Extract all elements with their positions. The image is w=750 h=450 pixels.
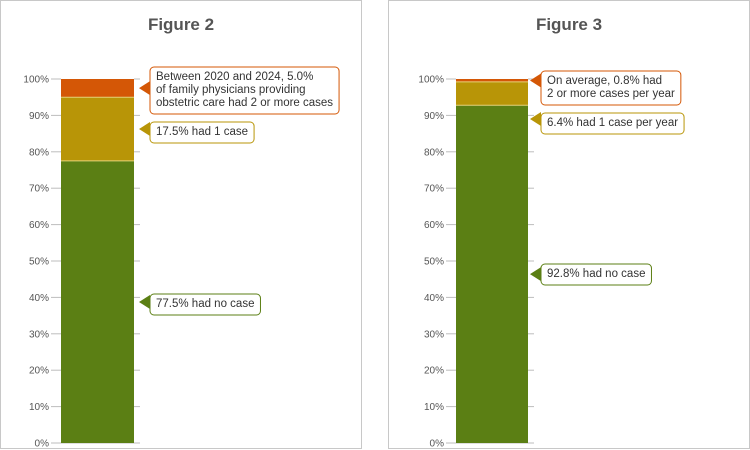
figure-3-panel: Figure 3 0% 10% 20% 30% 40% 50% 60% 70% 80% 90% 10… [388,0,750,449]
y-tick-label: 10% [424,402,444,413]
callout-box [540,70,682,106]
y-tick-label: 100% [418,75,444,86]
y-tick-label: 70% [424,184,444,195]
callout-pointer [530,112,541,126]
y-tick-label: 90% [424,111,444,122]
callout-pointer [530,73,541,88]
bar-segment [456,81,528,106]
y-tick-label: 50% [424,257,444,268]
callout-pointer [139,122,150,137]
callout-text: 17.5% had 1 case [156,126,248,138]
figure-2-panel: Figure 2 0% 10% 20% 30% 40% 50% 60% 70% 80% 90% 10… [0,0,362,449]
callout-text: 92.8% had no case [547,268,645,280]
bar-segment [456,79,528,82]
y-tick-label: 60% [29,220,49,231]
y-tick-label: 50% [29,257,49,268]
callout-text: 6.4% had 1 case per year [547,117,678,129]
callout-text: of family physicians providing [156,84,306,96]
figure-3-chart: 0% 10% 20% 30% 40% 50% 60% 70% 80% 90% 100% On aver… [418,70,685,449]
y-tick-label: 40% [29,293,49,304]
y-tick-label: 90% [29,111,49,122]
bar-segment [61,160,134,443]
y-tick-label: 80% [29,147,49,158]
y-tick-label: 20% [424,366,444,377]
y-tick-label: 70% [29,184,49,195]
y-tick-label: 0% [35,439,50,449]
callout-text: Between 2020 and 2024, 5.0% [156,71,313,83]
callout-text: 77.5% had no case [156,298,254,310]
y-tick-label: 30% [29,329,49,340]
bar-segment [61,97,134,161]
y-tick-label: 100% [23,75,49,86]
y-tick-label: 80% [424,147,444,158]
figure-2-chart: 0% 10% 20% 30% 40% 50% 60% 70% 80% 90% 100% Between… [23,66,340,449]
y-tick-label: 40% [424,293,444,304]
bar-segment [61,79,134,98]
y-tick-label: 30% [424,329,444,340]
bar-segment [456,105,528,443]
y-tick-label: 60% [424,220,444,231]
y-tick-label: 0% [430,439,445,449]
callout-pointer [139,81,150,96]
figure-3-title: Figure 3 [535,15,603,34]
callout-pointer [139,294,150,309]
callout-text: 2 or more cases per year [547,88,675,100]
callout-text: On average, 0.8% had [547,75,662,87]
callout-text: obstetric care had 2 or more cases [156,97,333,109]
callout-pointer [530,267,541,282]
figure-2-title: Figure 2 [147,15,215,34]
y-tick-label: 10% [29,402,49,413]
y-tick-label: 20% [29,366,49,377]
